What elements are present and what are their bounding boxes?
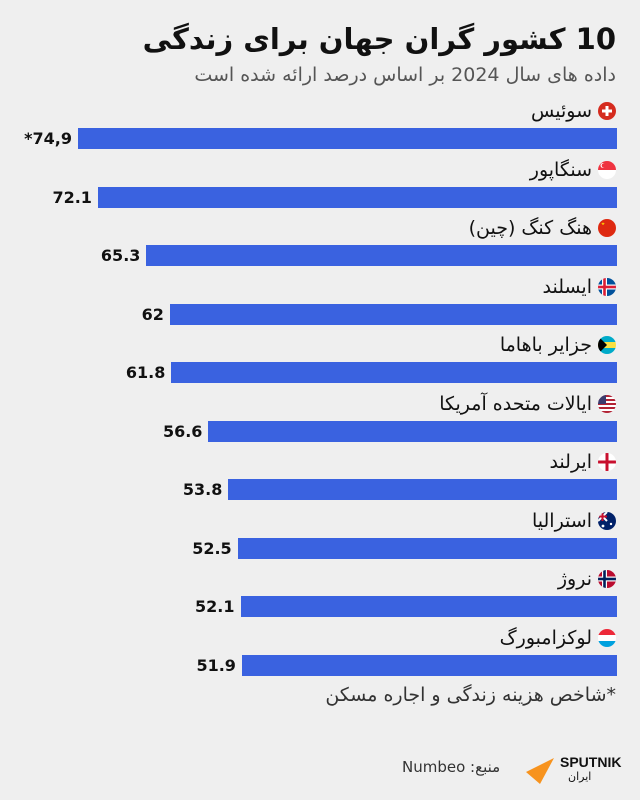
bar [208,420,617,442]
country-name: لوکزامبورگ [499,626,592,649]
singapore-flag-icon [598,160,616,179]
value-label: 72.1 [52,187,92,207]
bar [241,654,617,676]
bar [146,245,617,266]
usa-flag-icon [598,394,616,413]
value-label: 65.3 [100,246,141,265]
switzerland-flag-icon [598,102,616,120]
value-label: 52.5 [192,538,232,558]
northern-ireland-flag-icon [598,453,616,471]
value-label: 62 [141,304,164,324]
bar [228,479,617,500]
australia-flag-icon [598,511,616,530]
chart-subtitle: داده های سال 2024 بر اساس درصد ارائه شده… [194,64,616,86]
country-label: هنگ کنگ (چین) [469,215,616,241]
country-name: سوئیس [531,100,592,122]
china-flag-icon [598,219,616,237]
country-label: لوکزامبورگ [500,625,616,651]
country-name: هنگ کنگ (چین) [468,217,592,239]
bar [240,596,617,617]
value-label: *74,9 [24,129,72,148]
country-label: سوئیس [531,98,616,124]
country-label: ایسلند [542,274,616,300]
chart-title: 10 کشور گران جهان برای زندگی [142,22,616,56]
sputnik-logo-icon [526,758,554,784]
country-name: استرالیا [531,509,592,532]
bar [97,186,617,208]
norway-flag-icon [598,570,616,588]
value-label: 52.1 [195,597,235,616]
country-name: ایسلند [542,275,592,298]
luxembourg-flag-icon [598,628,616,647]
country-name: نروژ [557,568,592,590]
country-name: سنگاپور [529,158,592,181]
country-name: ایرلند [549,451,592,473]
country-label: نروژ [558,566,616,592]
footnote: *شاخص هزینه زندگی و اجاره مسکن [325,684,616,706]
country-name: ایالات متحده آمریکا [439,392,592,415]
country-label: جزایر باهاما [500,332,616,358]
value-label: 61.8 [125,363,166,382]
bahamas-flag-icon [598,336,616,354]
bar [237,537,617,559]
value-label: 53.8 [182,480,223,499]
bar [77,128,617,149]
bar [169,303,617,325]
bar [171,362,617,383]
country-label: استرالیا [532,508,616,534]
country-name: جزایر باهاما [499,334,592,356]
country-label: ایالات متحده آمریکا [439,391,616,417]
value-label: 56.6 [162,421,203,441]
iceland-flag-icon [598,277,616,296]
source-label: منبع: Numbeo [402,758,501,776]
sputnik-logo: SPUTNIK ایران [526,754,621,784]
country-label: سنگاپور [530,157,616,183]
country-label: ایرلند [549,449,616,475]
value-label: 51.9 [196,655,236,675]
